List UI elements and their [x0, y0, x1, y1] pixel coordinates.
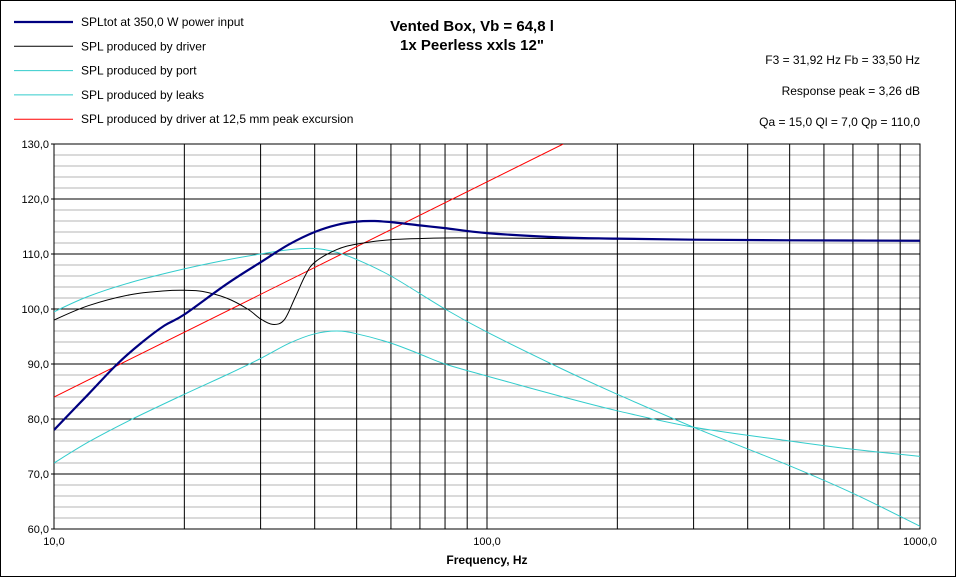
y-tick-label: 90,0 — [28, 359, 49, 371]
major-grid — [54, 144, 920, 529]
legend: SPLtot at 350,0 W power input SPL produce… — [14, 15, 353, 126]
y-tick-label: 70,0 — [28, 469, 49, 481]
annotation-q-values: Qa = 15,0 Ql = 7,0 Qp = 110,0 — [759, 115, 920, 129]
chart-subtitle: 1x Peerless xxls 12" — [400, 37, 544, 54]
series-layer — [54, 144, 920, 527]
x-tick-label: 10,0 — [43, 536, 64, 548]
y-tick-label: 110,0 — [22, 249, 49, 261]
x-tick-labels: 10,0 100,0 1000,0 — [43, 536, 937, 548]
annotation-f3-fb: F3 = 31,92 Hz Fb = 33,50 Hz — [765, 53, 920, 67]
x-tick-label: 1000,0 — [903, 536, 937, 548]
legend-label: SPLtot at 350,0 W power input — [81, 15, 244, 29]
series-line-2 — [54, 247, 920, 527]
y-tick-label: 80,0 — [28, 414, 49, 426]
y-tick-label: 100,0 — [21, 304, 49, 316]
x-axis-title: Frequency, Hz — [446, 553, 527, 567]
y-tick-label: 130,0 — [21, 139, 49, 151]
legend-label: SPL produced by driver at 12,5 mm peak e… — [81, 112, 353, 126]
y-tick-label: 60,0 — [28, 524, 49, 536]
series-line-4 — [54, 144, 564, 398]
annotation-response-peak: Response peak = 3,26 dB — [782, 84, 920, 98]
legend-label: SPL produced by driver — [81, 39, 206, 53]
x-tick-label: 100,0 — [473, 536, 501, 548]
plot-border — [53, 143, 921, 530]
legend-label: SPL produced by leaks — [81, 88, 204, 102]
series-line-0 — [54, 219, 920, 431]
legend-label: SPL produced by port — [81, 64, 197, 78]
y-tick-labels: 60,0 70,0 80,0 90,0 100,0 110,0 120,0 130,0 — [21, 139, 54, 536]
y-tick-label: 120,0 — [21, 194, 49, 206]
chart-title: Vented Box, Vb = 64,8 l — [390, 18, 554, 35]
